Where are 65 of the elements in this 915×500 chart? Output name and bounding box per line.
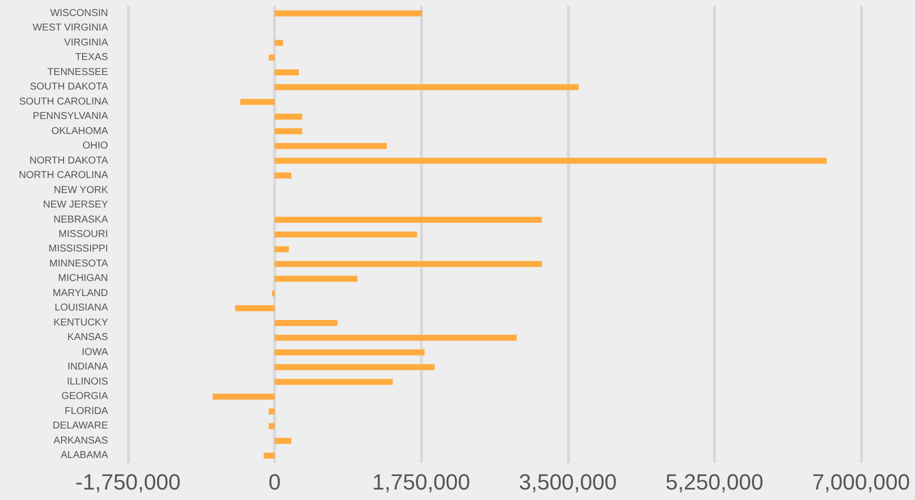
bar: [274, 10, 422, 16]
bar: [274, 114, 302, 120]
y-tick-label: LOUISIANA: [54, 302, 108, 314]
y-tick-label: MISSOURI: [58, 229, 108, 240]
bar: [274, 246, 289, 252]
bar: [212, 394, 275, 400]
y-tick-label: ILLINOIS: [66, 376, 108, 388]
y-tick-label: OHIO: [82, 140, 108, 152]
bar: [274, 438, 292, 444]
y-tick-label: TEXAS: [75, 52, 108, 64]
y-tick-label: NEBRASKA: [54, 214, 108, 226]
bar: [274, 364, 435, 370]
bar: [274, 84, 579, 90]
bar: [268, 423, 275, 430]
bar: [240, 98, 275, 105]
x-tick-label: 5,250,000: [665, 470, 764, 494]
bar: [274, 40, 283, 46]
y-tick-label: ALABAMA: [60, 450, 108, 462]
bar: [274, 320, 338, 326]
bar: [264, 452, 275, 459]
x-tick-label: 0: [268, 470, 281, 494]
bar: [272, 290, 275, 296]
y-tick-label: NEW JERSEY: [42, 200, 108, 211]
y-tick-label: SOUTH DAKOTA: [30, 82, 108, 93]
y-tick-label: MARYLAND: [52, 288, 108, 299]
bar: [274, 158, 827, 164]
bar: [274, 143, 387, 150]
y-tick-label: NORTH DAKOTA: [29, 155, 108, 166]
bar: [274, 334, 517, 341]
bar: [274, 378, 393, 385]
y-tick-label: FLORIDA: [64, 406, 108, 417]
y-tick-label: TENNESSEE: [47, 66, 108, 78]
y-tick-label: KENTUCKY: [54, 317, 108, 328]
bar: [274, 128, 302, 134]
x-tick-label: 7,000,000: [812, 470, 910, 494]
y-tick-label: NORTH CAROLINA: [18, 170, 108, 182]
y-tick-label: NEW YORK: [54, 184, 108, 196]
y-tick-label: PENNSYLVANIA: [32, 111, 108, 122]
bar: [274, 216, 542, 223]
x-tick-label: 3,500,000: [518, 470, 617, 494]
x-tick-label: -1,750,000: [75, 470, 181, 494]
y-tick-label: IOWA: [82, 346, 108, 358]
y-tick-label: VIRGINIA: [64, 37, 108, 48]
y-tick-label: WISCONSIN: [50, 8, 108, 19]
bar: [235, 305, 275, 312]
y-tick-label: WEST VIRGINIA: [32, 22, 108, 34]
y-tick-label: DELAWARE: [52, 420, 108, 432]
y-tick-label: MICHIGAN: [58, 273, 108, 284]
y-tick-label: INDIANA: [67, 362, 108, 373]
bar: [274, 232, 418, 238]
y-tick-label: MISSISSIPPI: [48, 244, 108, 255]
bar: [274, 172, 292, 179]
bar: [274, 349, 425, 356]
y-tick-label: MINNESOTA: [49, 258, 108, 270]
bar: [274, 276, 358, 282]
y-tick-label: OKLAHOMA: [51, 126, 108, 137]
x-tick-label: 1,750,000: [372, 470, 470, 494]
bar: [268, 54, 275, 61]
y-tick-label: GEORGIA: [61, 391, 108, 402]
y-tick-label: ARKANSAS: [54, 435, 108, 446]
y-tick-label: SOUTH CAROLINA: [19, 96, 108, 108]
bar: [274, 260, 542, 267]
bar: [268, 408, 275, 414]
y-tick-label: KANSAS: [67, 332, 108, 344]
bar: [274, 69, 299, 76]
